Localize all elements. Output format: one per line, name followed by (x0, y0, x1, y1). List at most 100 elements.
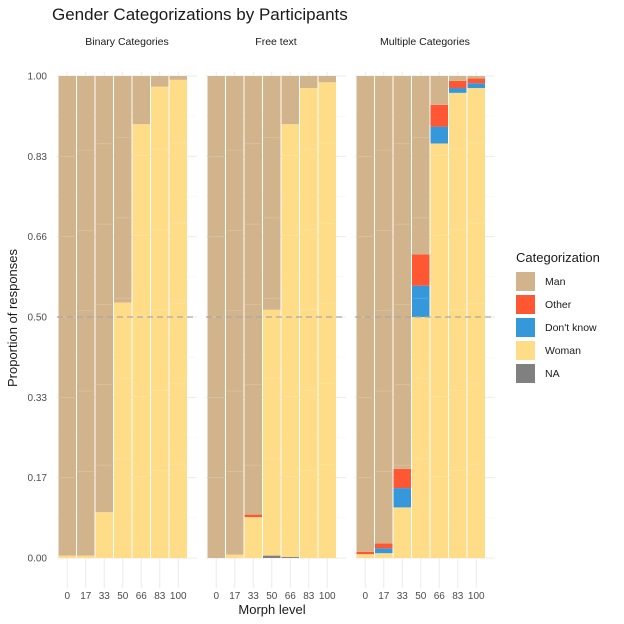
x-tick-label: 17 (229, 591, 241, 602)
x-axis: 0 17 33 50 66 83 100 0 17 33 50 66 83 100 0 17 33 50 66 83 1… (64, 591, 485, 602)
x-tick-label: 66 (136, 591, 148, 602)
bar-segment-man (95, 76, 113, 513)
x-axis-title: Morph level (238, 602, 305, 617)
bar-segment-na (263, 555, 281, 558)
bar-segment-man (412, 76, 430, 255)
panel-strip-label: Free text (255, 36, 297, 48)
x-tick-label: 33 (99, 591, 111, 602)
legend-title: Categorization (516, 250, 600, 265)
bar-segment-woman (393, 507, 411, 558)
bar-segment-woman (412, 317, 430, 558)
bar-segment-man (169, 76, 187, 80)
bar-segment-dontknow (430, 126, 448, 144)
x-tick-label: 17 (378, 591, 390, 602)
legend-key-man (516, 272, 535, 291)
x-tick-label: 50 (266, 591, 278, 602)
bar-segment-man (151, 76, 169, 87)
bar-segment-woman (114, 302, 132, 558)
bar-segment-other (430, 104, 448, 127)
bar-segment-woman (151, 86, 169, 558)
bar-segment-man (114, 76, 132, 303)
panel-1: Free text (206, 36, 346, 588)
bar-segment-woman (300, 88, 318, 559)
x-tick-label: 17 (80, 591, 92, 602)
bar-segment-man (449, 76, 467, 81)
bar-segment-dontknow (412, 285, 430, 317)
x-tick-label: 0 (362, 591, 368, 602)
bar-segment-man (318, 76, 336, 83)
x-tick-label: 33 (397, 591, 409, 602)
bar-segment-woman (58, 555, 76, 558)
panel-2: Multiple Categories (355, 36, 495, 588)
bar-segment-man (263, 76, 281, 310)
panels-group: Binary Categories Free text Multiple Categ… (57, 36, 495, 588)
bar-segment-man (375, 76, 393, 544)
bar-segment-dontknow (375, 548, 393, 554)
x-tick-label: 50 (415, 591, 427, 602)
bar-segment-woman (430, 143, 448, 559)
y-tick-label: 0.33 (28, 393, 48, 404)
bar-segment-other (244, 514, 262, 518)
y-tick-label: 0.66 (28, 232, 48, 243)
bar-segment-woman (95, 512, 113, 558)
legend-label: Woman (545, 345, 581, 357)
panel-strip-label: Binary Categories (85, 36, 168, 48)
bar-segment-woman (263, 309, 281, 556)
bar-segment-woman (449, 92, 467, 559)
x-tick-label: 0 (213, 591, 219, 602)
legend-label: Man (545, 276, 566, 288)
legend-label: Don't know (545, 322, 597, 334)
x-tick-label: 100 (319, 591, 336, 602)
y-axis: 0.00 0.17 0.33 0.50 0.66 0.83 1.00 (28, 72, 48, 565)
bar-segment-man (281, 76, 299, 125)
y-tick-label: 0.00 (28, 554, 48, 565)
bar-segment-woman (77, 555, 95, 558)
bar-segment-woman (244, 517, 262, 558)
y-tick-label: 0.50 (28, 313, 48, 324)
bar-segment-other (375, 543, 393, 549)
legend-key-na (516, 364, 535, 383)
bar-segment-woman (356, 554, 374, 558)
x-tick-label: 33 (248, 591, 260, 602)
bar-segment-woman (132, 124, 150, 558)
bar-segment-man (244, 76, 262, 515)
legend: Categorization Man Other Don't know Woman NA (516, 250, 600, 383)
x-tick-label: 83 (154, 591, 166, 602)
y-tick-label: 1.00 (28, 72, 48, 83)
bar-segment-man (430, 76, 448, 105)
x-tick-label: 50 (117, 591, 129, 602)
legend-label: NA (545, 368, 560, 380)
chart-title: Gender Categorizations by Participants (52, 5, 348, 24)
legend-key-other (516, 295, 535, 314)
y-axis-title: Proportion of responses (5, 248, 20, 387)
bar-segment-other (412, 254, 430, 286)
y-tick-label: 0.83 (28, 152, 48, 163)
x-tick-label: 83 (303, 591, 315, 602)
x-tick-label: 100 (170, 591, 187, 602)
panel-0: Binary Categories (57, 36, 197, 588)
x-tick-label: 0 (64, 591, 70, 602)
bar-segment-other (356, 551, 374, 555)
bar-segment-man (226, 76, 244, 555)
x-tick-label: 66 (285, 591, 297, 602)
x-tick-label: 100 (468, 591, 485, 602)
bar-segment-man (393, 76, 411, 469)
bar-segment-other (393, 468, 411, 489)
bar-segment-man (58, 76, 76, 556)
bar-segment-other (449, 80, 467, 89)
bar-segment-woman (226, 554, 244, 558)
y-tick-label: 0.17 (28, 473, 48, 484)
bar-segment-woman (318, 82, 336, 559)
bar-segment-dontknow (467, 83, 485, 89)
bar-segment-man (132, 76, 150, 125)
bar-segment-dontknow (449, 88, 467, 93)
legend-key-dontknow (516, 318, 535, 337)
legend-label: Other (545, 299, 572, 311)
panel-strip-label: Multiple Categories (380, 36, 470, 48)
bar-segment-na (281, 557, 299, 558)
x-tick-label: 83 (452, 591, 464, 602)
bar-segment-man (356, 76, 374, 552)
bar-segment-woman (467, 88, 485, 559)
bar-segment-other (467, 78, 485, 84)
